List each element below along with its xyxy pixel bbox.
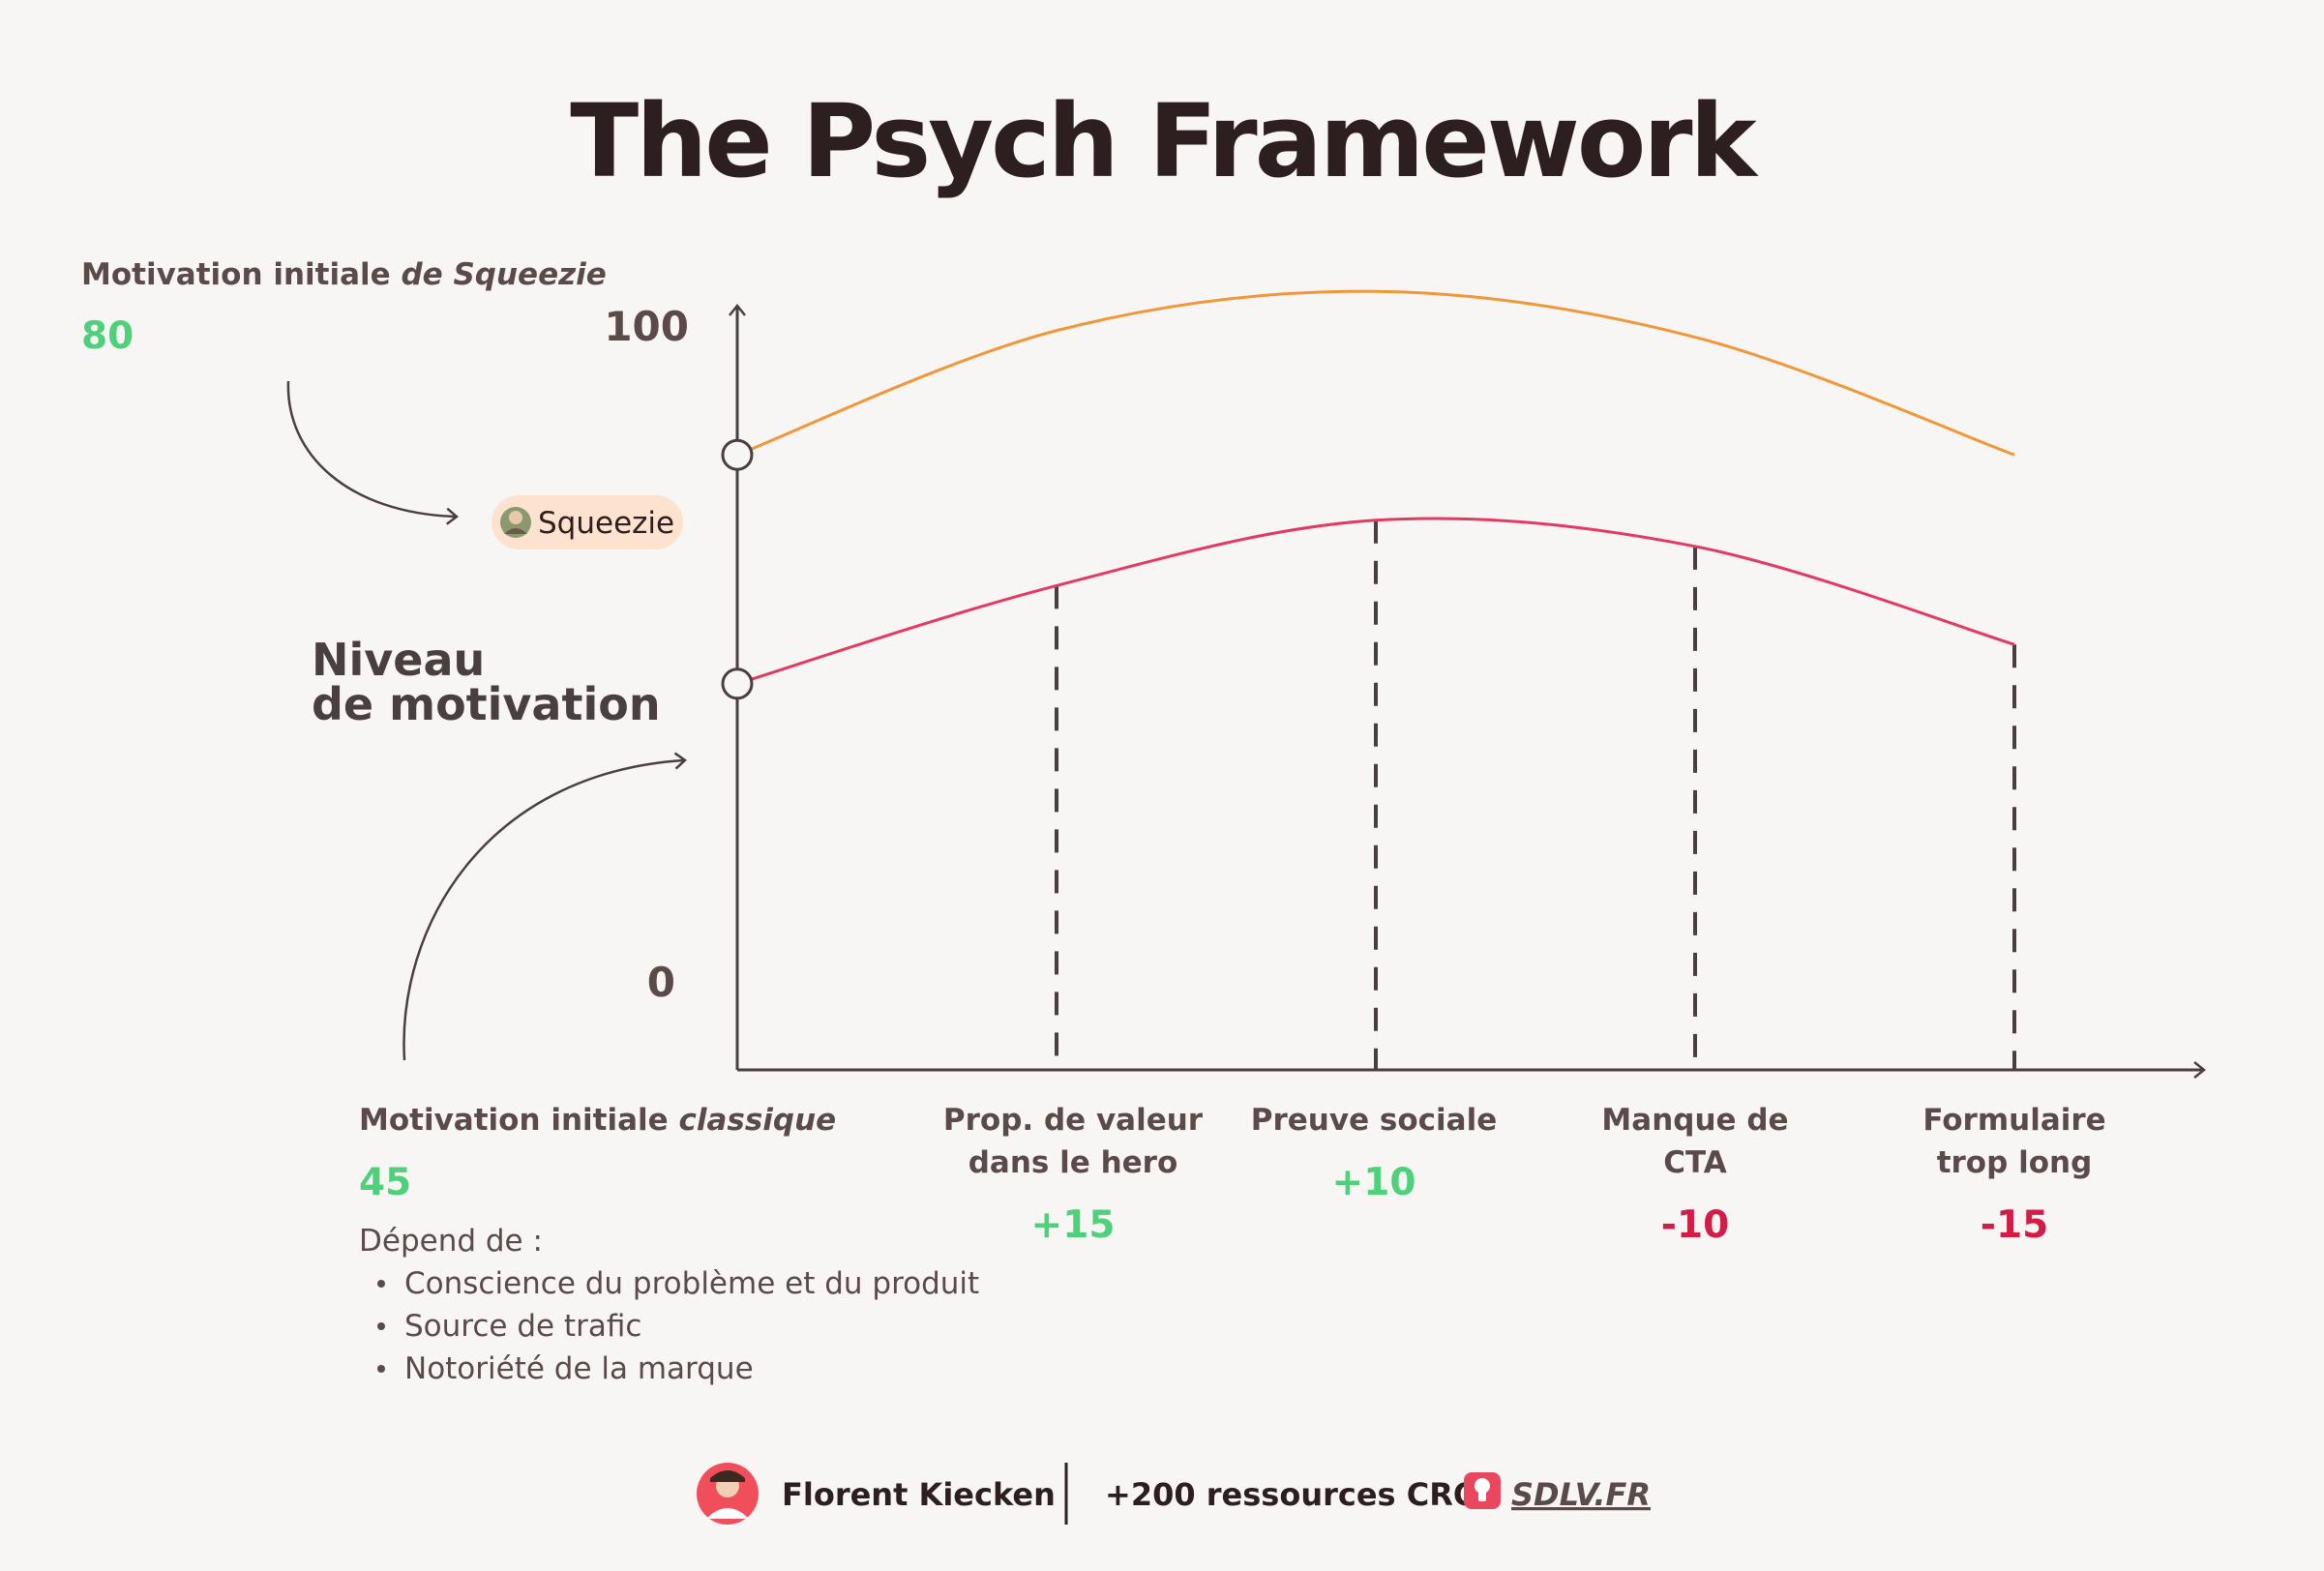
category-label-4: Formulaire xyxy=(1922,1103,2105,1138)
bullet-dot xyxy=(377,1322,385,1330)
category-delta-4: -15 xyxy=(1981,1203,2048,1247)
motivation-curves xyxy=(721,289,2015,700)
squeezie-motivation-label: Motivation initiale de Squeezie xyxy=(81,257,607,292)
dashed-markers xyxy=(1055,519,2016,1070)
squeezie-motivation-label-prefix: Motivation initiale xyxy=(81,257,401,292)
depends-item: Notoriété de la marque xyxy=(404,1351,754,1386)
classic-curve-start-point xyxy=(721,667,754,700)
category-label-1: dans le hero xyxy=(968,1145,1178,1180)
depends-item: Conscience du problème et du produit xyxy=(404,1266,979,1301)
y-tick-100: 100 xyxy=(604,303,689,350)
depends-list: Conscience du problème et du produit Sou… xyxy=(377,1266,979,1386)
bullet-dot xyxy=(377,1365,385,1373)
sdlv-icon xyxy=(1464,1472,1501,1509)
classic-motivation-value: 45 xyxy=(359,1161,411,1204)
avatar-icon xyxy=(500,507,531,538)
resources-label: +200 ressources CRO : xyxy=(1105,1476,1503,1513)
depends-item: Source de trafic xyxy=(404,1309,641,1344)
category-label-4: trop long xyxy=(1937,1145,2093,1180)
category-delta-3: -10 xyxy=(1661,1203,1729,1247)
author-name: Florent Kiecken xyxy=(782,1476,1056,1513)
classic-arrow xyxy=(402,752,687,1061)
footer: Florent Kiecken +200 ressources CRO : SD… xyxy=(697,1463,1651,1525)
classic-curve xyxy=(736,517,2015,686)
sdlv-link[interactable]: SDLV.FR xyxy=(1511,1476,1651,1513)
y-axis-label-line-2: de motivation xyxy=(312,678,661,730)
category-delta-2: +10 xyxy=(1332,1161,1416,1204)
squeezie-pill-label: Squeezie xyxy=(538,506,674,541)
classic-motivation-label-italic: classique xyxy=(678,1103,836,1138)
category-label-1: Prop. de valeur xyxy=(943,1103,1204,1138)
squeezie-curve xyxy=(736,289,2015,457)
page-title: The Psych Framework xyxy=(570,82,1759,200)
category-label-3: Manque de xyxy=(1601,1103,1788,1138)
category-label-2: Preuve sociale xyxy=(1251,1103,1497,1138)
squeezie-pill: Squeezie xyxy=(492,495,683,549)
classic-motivation-label-prefix: Motivation initiale xyxy=(359,1103,678,1138)
y-tick-0: 0 xyxy=(647,959,675,1006)
squeezie-pill-background xyxy=(492,495,683,549)
author-avatar-icon xyxy=(697,1463,759,1525)
squeezie-arrow xyxy=(286,380,459,525)
bullet-dot xyxy=(377,1280,385,1288)
squeezie-curve-start-point xyxy=(721,438,754,471)
category-label-3: CTA xyxy=(1663,1145,1726,1180)
category-delta-1: +15 xyxy=(1031,1203,1116,1247)
depends-label: Dépend de : xyxy=(359,1224,543,1259)
squeezie-motivation-label-italic: de Squeezie xyxy=(401,257,606,292)
category-labels: Prop. de valeur dans le hero +15 Preuve soc… xyxy=(943,1103,2106,1247)
y-axis-label: Niveau xyxy=(312,634,485,686)
squeezie-motivation-value: 80 xyxy=(81,314,134,358)
classic-motivation-label: Motivation initiale classique xyxy=(359,1103,836,1138)
